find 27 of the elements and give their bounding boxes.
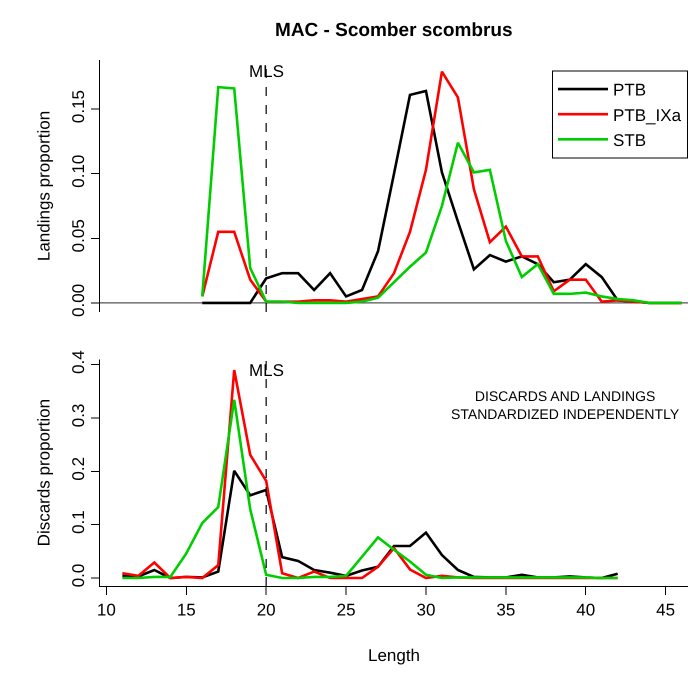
x-axis-title: Length	[368, 646, 420, 665]
y-axis-title: Discards proportion	[34, 398, 54, 546]
x-tick-label: 10	[96, 600, 116, 620]
ref-line-label: MLS	[249, 62, 284, 81]
x-tick-label: 30	[416, 600, 436, 620]
y-tick-label: 0.15	[69, 90, 88, 124]
legend-label: PTB_IXa	[613, 106, 682, 125]
legend-label: PTB	[613, 80, 646, 100]
ref-line-label: MLS	[249, 361, 284, 380]
x-tick-label: 45	[656, 600, 676, 620]
x-tick-label: 15	[176, 600, 196, 620]
x-tick-label: 35	[496, 600, 516, 620]
x-tick-label: 40	[576, 600, 596, 620]
y-tick-label: 0.1	[69, 510, 88, 534]
y-axis-title: Landings proportion	[34, 110, 54, 262]
y-tick-label: 0.0	[69, 564, 88, 588]
x-tick-label: 25	[336, 600, 356, 620]
y-tick-label: 0.4	[69, 350, 88, 374]
x-tick-label: 20	[256, 600, 276, 620]
legend-label: STB	[613, 130, 646, 150]
y-tick-label: 0.00	[69, 284, 88, 317]
chart-title: MAC - Scomber scombrus	[275, 20, 513, 41]
y-tick-label: 0.3	[69, 404, 88, 428]
annotation: DISCARDS AND LANDINGS STANDARDIZED INDEPENDENTLY	[451, 388, 680, 422]
y-tick-label: 0.10	[69, 154, 88, 188]
y-tick-label: 0.2	[69, 456, 88, 481]
y-tick-label: 0.05	[69, 219, 88, 252]
